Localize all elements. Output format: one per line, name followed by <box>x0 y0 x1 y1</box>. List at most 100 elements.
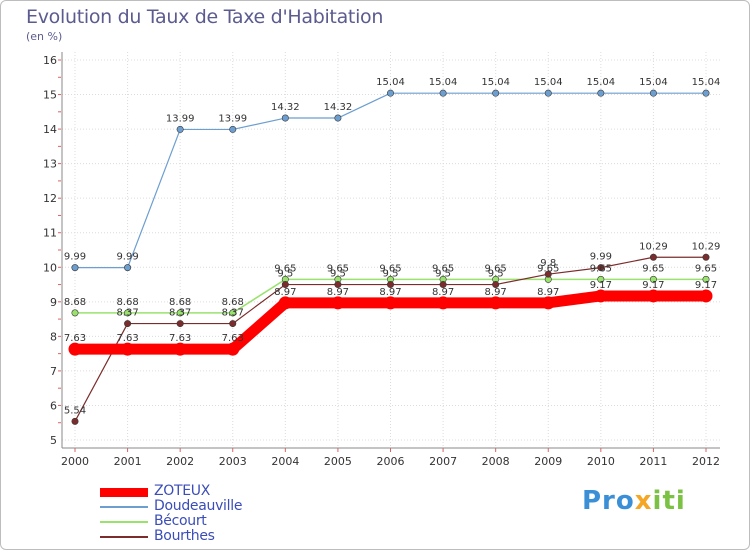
y-tick-label: 5 <box>50 434 57 447</box>
y-axis-unit-label: (en %) <box>26 30 63 43</box>
x-tick-label: 2008 <box>482 455 510 468</box>
data-point-becourt <box>649 275 657 283</box>
data-point-bourthes <box>334 281 342 289</box>
data-label-zoteux: 7.63 <box>116 333 138 344</box>
data-label-becourt: 8.68 <box>169 297 191 308</box>
data-point-bourthes <box>597 264 605 272</box>
data-point-zoteux <box>278 296 292 310</box>
data-point-doudeauville <box>492 89 500 97</box>
y-tick-label: 13 <box>43 158 57 171</box>
y-tick-label: 7 <box>50 365 57 378</box>
data-label-bourthes: 9.5 <box>488 269 504 280</box>
data-point-bourthes <box>124 320 132 328</box>
data-point-zoteux <box>541 296 555 310</box>
data-labels: 8.68 8.68 8.68 8.68 9.65 9.65 9.65 9.65 9.65 9.65… <box>64 77 720 416</box>
data-label-bourthes: 9.99 <box>590 252 612 263</box>
data-label-bourthes: 9.5 <box>277 269 293 280</box>
data-label-zoteux: 8.97 <box>537 287 559 298</box>
data-label-becourt: 9.65 <box>485 263 507 274</box>
data-point-zoteux <box>489 296 503 310</box>
data-point-bourthes <box>386 281 394 289</box>
legend-swatch-doudeauville <box>100 506 148 508</box>
data-point-doudeauville <box>229 125 237 133</box>
brand-logo-part3: iti <box>652 486 686 516</box>
y-tick-label: 8 <box>50 330 57 343</box>
data-label-zoteux: 8.97 <box>327 287 349 298</box>
data-point-doudeauville <box>334 114 342 122</box>
data-label-doudeauville: 15.04 <box>639 77 668 88</box>
data-point-doudeauville <box>702 89 710 97</box>
data-point-becourt <box>597 275 605 283</box>
data-point-bourthes <box>439 281 447 289</box>
x-tick-label: 2000 <box>61 455 89 468</box>
data-point-doudeauville <box>281 114 289 122</box>
data-label-becourt: 9.65 <box>379 263 401 274</box>
data-point-doudeauville <box>124 264 132 272</box>
y-tick-label: 11 <box>43 227 57 240</box>
data-point-doudeauville <box>71 264 79 272</box>
x-tick-label: 2006 <box>377 455 405 468</box>
y-tick-label: 16 <box>43 54 57 67</box>
y-tick-label: 14 <box>43 123 57 136</box>
data-label-zoteux: 7.63 <box>64 333 86 344</box>
data-point-doudeauville <box>544 89 552 97</box>
data-point-bourthes <box>281 281 289 289</box>
y-tick-label: 9 <box>50 296 57 309</box>
x-tick-label: 2011 <box>639 455 667 468</box>
data-point-zoteux <box>331 296 345 310</box>
data-point-bourthes <box>544 270 552 278</box>
data-point-becourt <box>71 309 79 317</box>
data-label-becourt: 8.68 <box>64 297 86 308</box>
data-label-becourt: 9.65 <box>695 263 717 274</box>
data-label-doudeauville: 9.99 <box>116 252 138 263</box>
brand-logo-part2: x <box>634 486 653 516</box>
data-label-doudeauville: 15.04 <box>481 77 510 88</box>
data-point-bourthes <box>649 253 657 261</box>
data-point-bourthes <box>702 253 710 261</box>
data-label-bourthes: 9.5 <box>383 269 399 280</box>
data-label-zoteux: 7.63 <box>169 333 191 344</box>
data-label-bourthes: 9.5 <box>330 269 346 280</box>
legend-swatch-bourthes <box>100 536 148 538</box>
data-label-doudeauville: 15.04 <box>429 77 458 88</box>
brand-logo-part1: Pro <box>582 486 635 516</box>
data-point-bourthes <box>71 417 79 425</box>
data-label-zoteux: 8.97 <box>432 287 454 298</box>
data-point-doudeauville <box>597 89 605 97</box>
data-label-doudeauville: 15.04 <box>692 77 721 88</box>
x-tick-label: 2007 <box>429 455 457 468</box>
data-label-bourthes: 10.29 <box>692 241 721 252</box>
data-point-doudeauville <box>439 89 447 97</box>
x-tick-label: 2009 <box>534 455 562 468</box>
data-label-doudeauville: 15.04 <box>376 77 405 88</box>
data-point-zoteux <box>646 289 660 303</box>
data-label-doudeauville: 13.99 <box>166 113 195 124</box>
data-point-zoteux <box>384 296 397 310</box>
data-label-bourthes: 8.37 <box>116 308 138 319</box>
data-label-bourthes: 10.29 <box>639 241 668 252</box>
data-point-zoteux <box>173 342 187 356</box>
legend-label-doudeauville: Doudeauville <box>154 498 243 514</box>
data-label-becourt: 9.65 <box>327 263 349 274</box>
data-label-bourthes: 8.37 <box>169 308 191 319</box>
data-label-zoteux: 7.63 <box>222 333 244 344</box>
data-point-becourt <box>124 309 132 317</box>
brand-logo: Proxiti <box>582 486 686 516</box>
data-label-zoteux: 9.17 <box>642 280 664 291</box>
data-point-zoteux <box>436 296 450 310</box>
data-label-becourt: 9.65 <box>432 263 454 274</box>
x-tick-label: 2010 <box>587 455 615 468</box>
data-point-bourthes <box>176 320 184 328</box>
data-point-bourthes <box>492 281 500 289</box>
data-label-becourt: 8.68 <box>222 297 244 308</box>
data-label-zoteux: 8.97 <box>485 287 507 298</box>
x-tick-label: 2001 <box>114 455 142 468</box>
x-tick-label: 2002 <box>166 455 194 468</box>
data-point-doudeauville <box>386 89 394 97</box>
data-label-bourthes: 8.37 <box>222 308 244 319</box>
data-point-zoteux <box>594 289 608 303</box>
data-label-becourt: 9.65 <box>274 263 296 274</box>
data-label-zoteux: 9.17 <box>590 280 612 291</box>
